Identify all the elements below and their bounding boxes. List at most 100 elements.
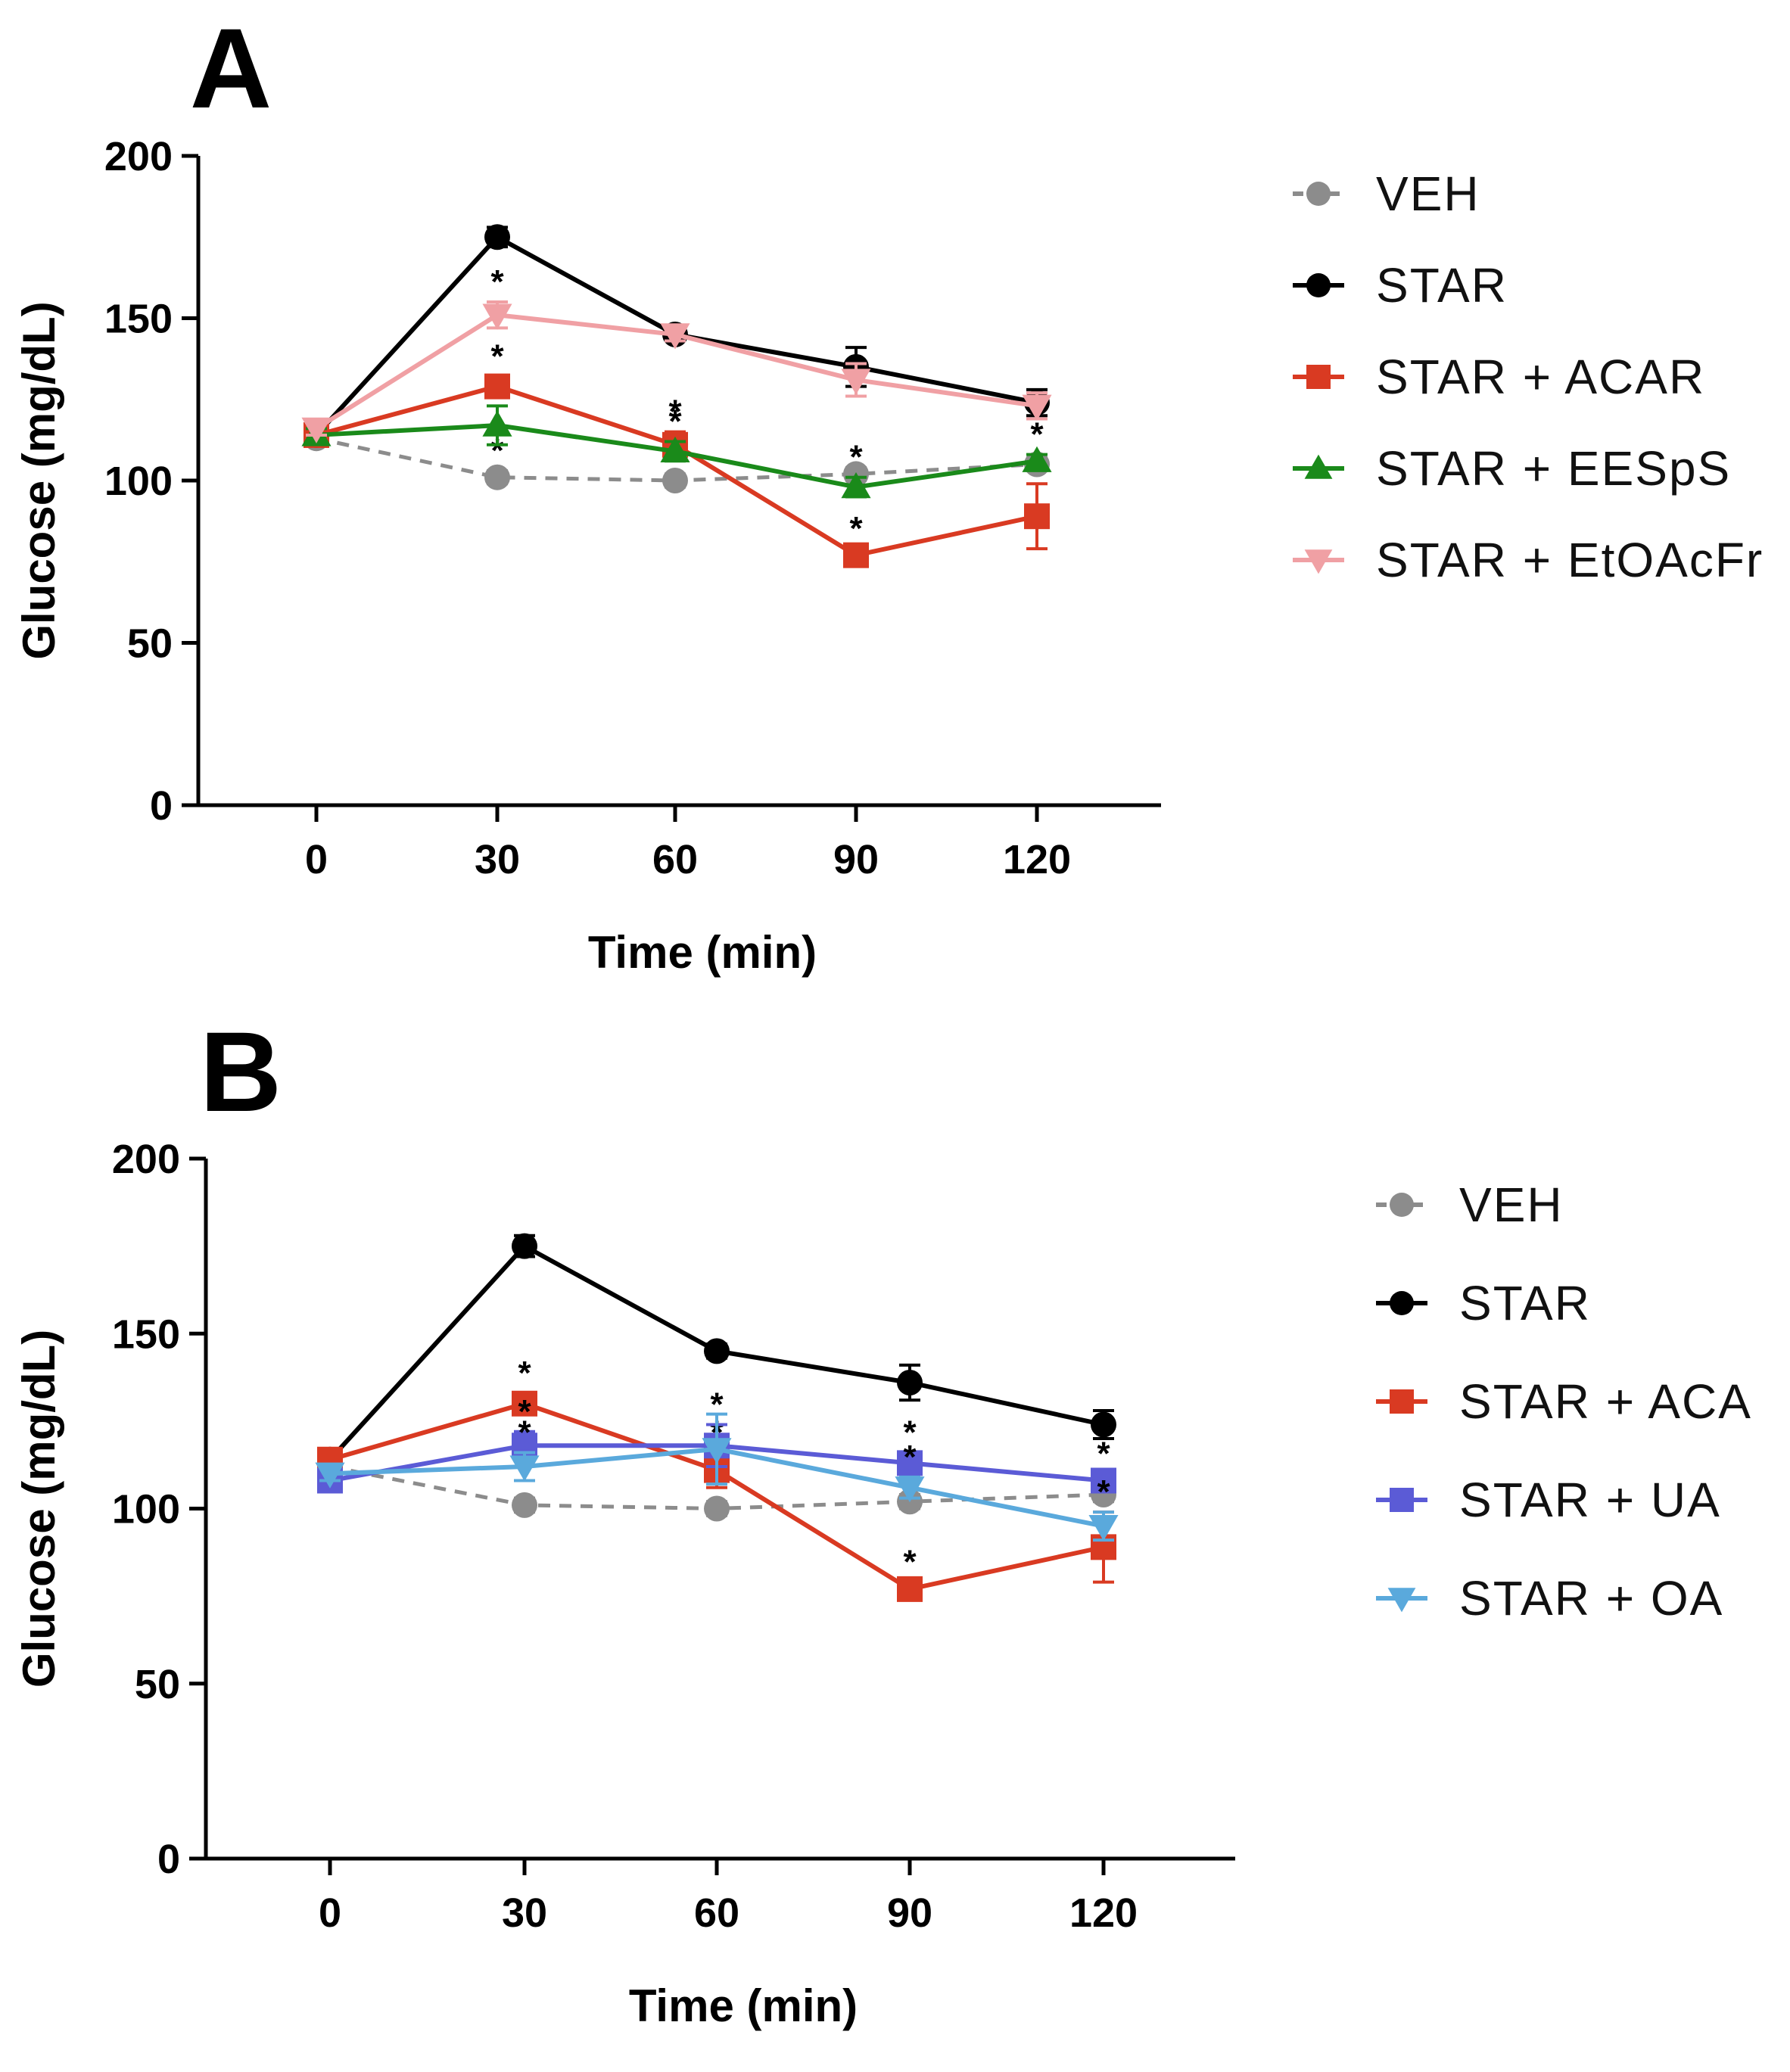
legend-marker [1390, 1291, 1414, 1315]
significance-star: * [849, 510, 863, 547]
y-tick-label: 50 [127, 621, 173, 667]
data-point [662, 468, 688, 493]
data-point [843, 542, 869, 568]
significance-star: * [668, 403, 682, 440]
legend-marker [1387, 1588, 1416, 1613]
legend-label: VEH [1376, 166, 1480, 221]
x-tick-label: 0 [305, 837, 328, 882]
y-tick-label: 150 [104, 297, 173, 342]
panel-letter: B [200, 1008, 282, 1135]
legend-label: STAR [1376, 258, 1508, 313]
legend-marker [1304, 454, 1333, 479]
y-tick-label: 100 [104, 459, 173, 504]
significance-star: * [903, 1439, 917, 1476]
legend-label: VEH [1459, 1178, 1564, 1232]
panel-a-chart: A 0 50 100 150 200 0 30 60 90 120 Time (min) Glucose… [14, 5, 1764, 978]
data-point [897, 1450, 923, 1476]
data-point [841, 369, 871, 395]
y-tick-label: 200 [112, 1137, 180, 1182]
data-point [897, 1576, 923, 1602]
x-tick-label: 120 [1069, 1890, 1138, 1936]
data-point [482, 410, 512, 437]
data-point [660, 436, 690, 463]
data-point [704, 1495, 730, 1522]
y-tick-label: 150 [112, 1311, 180, 1357]
panel-b-chart: B 0 50 100 150 200 0 30 60 90 120 Time (min) Glucose… [14, 1008, 1752, 2031]
legend-item: STAR [1293, 258, 1508, 313]
series-star-eesps: * * * [301, 403, 1052, 499]
x-axis-title: Time (min) [588, 927, 817, 978]
legend-label: STAR + ACAR [1376, 350, 1705, 404]
legend-item: STAR [1376, 1276, 1591, 1330]
y-tick-label: 100 [112, 1487, 180, 1532]
data-point [484, 464, 510, 490]
data-point [512, 1233, 537, 1259]
significance-star: * [1030, 416, 1044, 453]
data-point [841, 472, 871, 499]
legend-marker [1390, 1488, 1414, 1512]
x-tick-label: 30 [502, 1890, 547, 1936]
significance-star: * [518, 1414, 531, 1451]
legend-item: STAR + ACA [1376, 1374, 1752, 1429]
legend-item: VEH [1293, 166, 1480, 221]
significance-star: * [1097, 1473, 1110, 1510]
legend-marker [1304, 549, 1333, 574]
series-star-etoacfr: * [301, 263, 1052, 443]
data-point [484, 224, 510, 250]
x-tick-label: 60 [694, 1890, 739, 1936]
legend-marker [1306, 365, 1331, 389]
x-tick-label: 90 [833, 837, 879, 882]
data-point [512, 1492, 537, 1518]
data-point [512, 1390, 537, 1417]
legend-label: STAR + UA [1459, 1473, 1721, 1527]
x-tick-label: 60 [652, 837, 698, 882]
legend-item: STAR + ACAR [1293, 350, 1705, 404]
data-point [704, 1338, 730, 1364]
significance-star: * [903, 1414, 917, 1451]
legend-label: STAR + EtOAcFr [1376, 533, 1764, 587]
series-star-oa: *** [315, 1412, 1119, 1542]
significance-star: * [490, 263, 504, 300]
legend-marker [1390, 1193, 1414, 1217]
data-point [301, 417, 332, 443]
data-point [1091, 1411, 1116, 1438]
data-point [660, 323, 690, 350]
data-point [702, 1438, 732, 1464]
y-tick-label: 200 [104, 134, 173, 179]
data-point [895, 1476, 925, 1503]
x-tick-label: 120 [1003, 837, 1071, 882]
legend-marker [1390, 1389, 1414, 1414]
legend-item: STAR + OA [1376, 1571, 1722, 1626]
x-tick-label: 30 [475, 837, 520, 882]
data-point [1022, 394, 1052, 421]
significance-star: * [518, 1393, 531, 1430]
legend-item: STAR + EtOAcFr [1293, 533, 1764, 587]
data-point [1022, 446, 1052, 472]
x-axis-title: Time (min) [629, 1980, 858, 2031]
y-tick-label: 50 [135, 1662, 180, 1707]
data-point [315, 1462, 345, 1489]
data-point [1024, 503, 1050, 530]
legend-marker [1306, 273, 1331, 297]
significance-star: * [1097, 1435, 1110, 1472]
legend-label: STAR + ACA [1459, 1374, 1752, 1429]
significance-star: * [518, 1355, 531, 1392]
x-tick-label: 90 [887, 1890, 932, 1936]
y-axis-title: Glucose (mg/dL) [14, 1330, 64, 1688]
x-tick-label: 0 [319, 1890, 341, 1936]
significance-star: * [849, 439, 863, 476]
significance-star: * [490, 432, 504, 469]
data-point [484, 373, 510, 400]
legend-item: VEH [1376, 1178, 1564, 1232]
data-point [1088, 1514, 1119, 1542]
y-axis-title: Glucose (mg/dL) [14, 301, 64, 659]
legend-label: STAR + EESpS [1376, 441, 1731, 496]
data-point [1091, 1467, 1116, 1494]
legend-label: STAR [1459, 1276, 1591, 1330]
significance-star: * [490, 338, 504, 375]
legend-item: STAR + EESpS [1293, 441, 1731, 496]
y-tick-label: 0 [157, 1837, 180, 1882]
panel-letter: A [190, 5, 272, 132]
legend-marker [1306, 182, 1331, 206]
